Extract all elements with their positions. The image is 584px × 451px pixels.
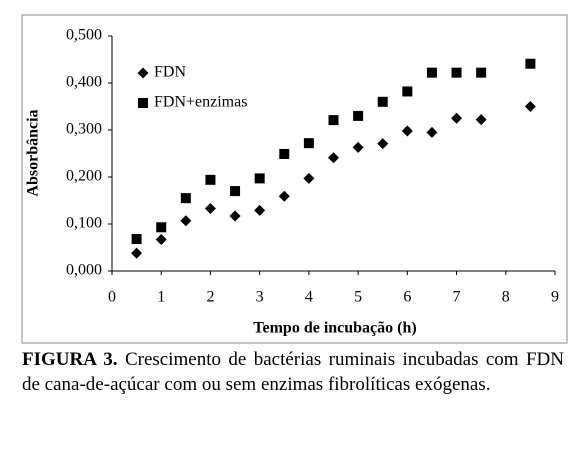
point (204, 202, 216, 214)
x-tick-label: 8 (502, 289, 510, 306)
y-tick-label: 0,400 (66, 74, 102, 91)
caption-text: Crescimento de bactérias ruminais incuba… (22, 349, 564, 395)
legend-marker (138, 98, 148, 108)
point (476, 67, 487, 78)
x-tick-label: 1 (157, 289, 165, 306)
y-tick-label: 0,000 (66, 262, 102, 279)
point (426, 126, 438, 138)
legend-label: FDN+enzimas (154, 94, 247, 111)
y-axis-title: Absorbância (25, 109, 42, 196)
point (254, 204, 266, 216)
x-tick-label: 7 (453, 289, 461, 306)
x-tick-label: 5 (354, 289, 362, 306)
legend-label: FDN (154, 64, 186, 81)
point (377, 96, 388, 107)
point (328, 115, 339, 126)
x-tick-label: 4 (305, 289, 313, 306)
chart-frame (21, 14, 568, 344)
legend-marker (137, 67, 149, 79)
point (131, 234, 142, 245)
x-tick-label: 0 (108, 289, 116, 306)
point (524, 101, 536, 112)
point (180, 193, 191, 204)
caption-label: FIGURA 3. (22, 349, 118, 370)
point (303, 172, 315, 184)
point (155, 234, 167, 246)
y-tick-label: 0,300 (66, 121, 102, 138)
point (328, 152, 339, 164)
point (377, 138, 389, 150)
point (279, 148, 290, 159)
point (278, 190, 290, 202)
point (229, 210, 241, 222)
point (451, 112, 463, 124)
point (254, 173, 265, 184)
point (353, 110, 364, 121)
point (401, 125, 413, 137)
point (131, 247, 143, 259)
point (426, 67, 437, 78)
caption: FIGURA 3. Crescimento de bactérias rumin… (22, 347, 564, 397)
chart: Tempo de incubação (h) Absorbância 0,000… (21, 14, 568, 344)
x-tick-label: 2 (206, 289, 214, 306)
point (352, 141, 364, 153)
y-tick-label: 0,200 (66, 168, 102, 185)
point (402, 86, 413, 97)
point (205, 174, 216, 185)
x-axis-title: Tempo de incubação (h) (253, 320, 416, 337)
point (230, 186, 241, 197)
point (180, 215, 192, 227)
point (525, 58, 536, 69)
point (156, 222, 167, 233)
y-tick-label: 0,100 (66, 215, 102, 232)
y-tick-label: 0,500 (66, 27, 102, 44)
x-tick-label: 6 (403, 289, 411, 306)
point (475, 114, 487, 126)
x-tick-label: 3 (256, 289, 264, 306)
x-tick-label: 9 (551, 289, 559, 306)
point (451, 67, 462, 78)
point (303, 138, 314, 149)
